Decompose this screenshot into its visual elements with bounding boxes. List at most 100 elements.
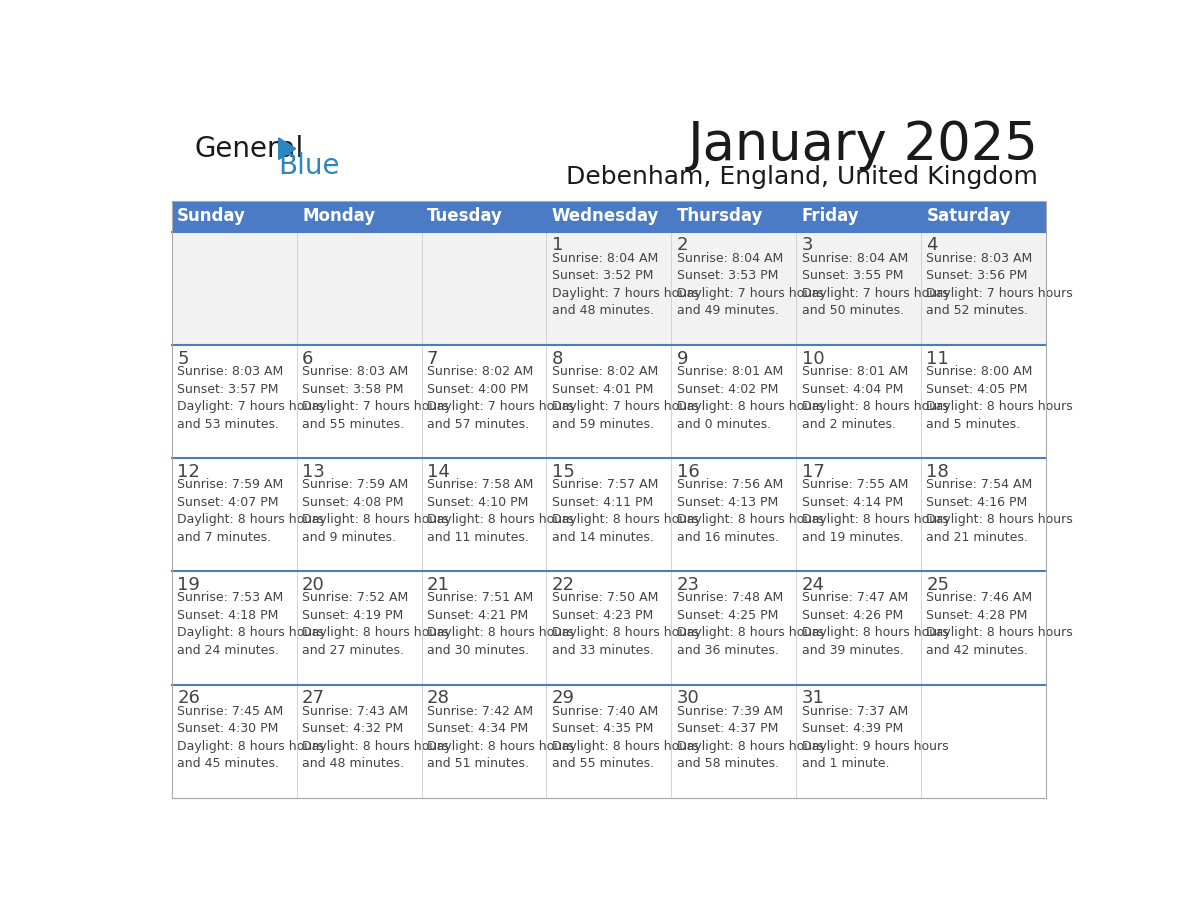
Text: 25: 25 [927,576,949,594]
Text: and 55 minutes.: and 55 minutes. [552,757,653,770]
Text: Daylight: 8 hours hours: Daylight: 8 hours hours [302,513,449,526]
Text: 6: 6 [302,350,314,367]
Text: Sunset: 4:23 PM: Sunset: 4:23 PM [552,609,653,622]
Text: Sunrise: 7:46 AM: Sunrise: 7:46 AM [927,591,1032,604]
Text: and 59 minutes.: and 59 minutes. [552,418,653,431]
Text: Daylight: 8 hours hours: Daylight: 8 hours hours [802,400,948,413]
Text: Sunrise: 8:01 AM: Sunrise: 8:01 AM [677,365,783,378]
Text: Sunset: 4:19 PM: Sunset: 4:19 PM [302,609,403,622]
Text: and 14 minutes.: and 14 minutes. [552,531,653,543]
Text: Monday: Monday [302,207,375,226]
Text: 16: 16 [677,463,700,481]
Text: and 21 minutes.: and 21 minutes. [927,531,1029,543]
Text: Daylight: 8 hours hours: Daylight: 8 hours hours [802,513,948,526]
Text: Sunrise: 8:02 AM: Sunrise: 8:02 AM [426,365,533,378]
Text: Sunrise: 8:01 AM: Sunrise: 8:01 AM [802,365,908,378]
Text: 10: 10 [802,350,824,367]
Text: Daylight: 7 hours hours: Daylight: 7 hours hours [302,400,449,413]
Text: Daylight: 9 hours hours: Daylight: 9 hours hours [802,740,948,753]
Text: Sunrise: 7:51 AM: Sunrise: 7:51 AM [426,591,533,604]
Text: 31: 31 [802,689,824,707]
Text: Sunrise: 7:48 AM: Sunrise: 7:48 AM [677,591,783,604]
Text: 28: 28 [426,689,450,707]
Text: Sunset: 4:39 PM: Sunset: 4:39 PM [802,722,903,735]
Text: Friday: Friday [802,207,859,226]
Text: Sunset: 4:04 PM: Sunset: 4:04 PM [802,383,903,396]
Text: 21: 21 [426,576,450,594]
Text: Sunset: 4:26 PM: Sunset: 4:26 PM [802,609,903,622]
Text: Sunrise: 7:42 AM: Sunrise: 7:42 AM [426,705,533,718]
Text: Daylight: 8 hours hours: Daylight: 8 hours hours [552,626,699,640]
Text: Sunrise: 7:54 AM: Sunrise: 7:54 AM [927,478,1032,491]
Text: Daylight: 8 hours hours: Daylight: 8 hours hours [302,740,449,753]
Text: 19: 19 [177,576,200,594]
Text: Daylight: 8 hours hours: Daylight: 8 hours hours [177,626,324,640]
Text: Daylight: 7 hours hours: Daylight: 7 hours hours [177,400,324,413]
Text: Daylight: 8 hours hours: Daylight: 8 hours hours [927,626,1073,640]
Text: Sunrise: 7:45 AM: Sunrise: 7:45 AM [177,705,284,718]
Text: and 24 minutes.: and 24 minutes. [177,644,279,657]
Text: Sunset: 4:11 PM: Sunset: 4:11 PM [552,496,653,509]
Text: 9: 9 [677,350,688,367]
Text: 17: 17 [802,463,824,481]
Text: Thursday: Thursday [677,207,763,226]
Text: Tuesday: Tuesday [426,207,503,226]
Text: Daylight: 8 hours hours: Daylight: 8 hours hours [927,513,1073,526]
Text: Sunrise: 8:03 AM: Sunrise: 8:03 AM [927,252,1032,264]
Bar [172,201,1045,232]
Text: 14: 14 [426,463,450,481]
Bar [172,571,1045,685]
Text: 26: 26 [177,689,200,707]
Text: Sunrise: 8:03 AM: Sunrise: 8:03 AM [177,365,284,378]
Text: Sunset: 4:13 PM: Sunset: 4:13 PM [677,496,778,509]
Text: 2: 2 [677,237,688,254]
Text: Daylight: 8 hours hours: Daylight: 8 hours hours [177,513,324,526]
Text: Sunrise: 7:57 AM: Sunrise: 7:57 AM [552,478,658,491]
Text: and 9 minutes.: and 9 minutes. [302,531,396,543]
Text: and 7 minutes.: and 7 minutes. [177,531,271,543]
Text: Sunrise: 8:04 AM: Sunrise: 8:04 AM [677,252,783,264]
Bar [172,345,1045,458]
Text: Daylight: 8 hours hours: Daylight: 8 hours hours [426,740,574,753]
Text: Daylight: 8 hours hours: Daylight: 8 hours hours [677,740,823,753]
Text: 15: 15 [552,463,575,481]
Text: Sunset: 4:00 PM: Sunset: 4:00 PM [426,383,529,396]
Text: General: General [195,135,304,162]
Text: and 55 minutes.: and 55 minutes. [302,418,404,431]
Text: Sunrise: 7:58 AM: Sunrise: 7:58 AM [426,478,533,491]
Text: Sunset: 4:16 PM: Sunset: 4:16 PM [927,496,1028,509]
Text: Sunset: 4:10 PM: Sunset: 4:10 PM [426,496,529,509]
Text: and 51 minutes.: and 51 minutes. [426,757,529,770]
Text: Sunset: 3:58 PM: Sunset: 3:58 PM [302,383,404,396]
Text: Daylight: 8 hours hours: Daylight: 8 hours hours [552,740,699,753]
Text: and 42 minutes.: and 42 minutes. [927,644,1029,657]
Text: Sunset: 4:37 PM: Sunset: 4:37 PM [677,722,778,735]
Text: 11: 11 [927,350,949,367]
Text: Sunset: 3:55 PM: Sunset: 3:55 PM [802,269,903,283]
Text: and 27 minutes.: and 27 minutes. [302,644,404,657]
Text: Sunday: Sunday [177,207,246,226]
Text: 3: 3 [802,237,813,254]
Text: and 48 minutes.: and 48 minutes. [302,757,404,770]
Text: Sunrise: 7:55 AM: Sunrise: 7:55 AM [802,478,908,491]
Text: Daylight: 8 hours hours: Daylight: 8 hours hours [927,400,1073,413]
Text: Sunset: 4:28 PM: Sunset: 4:28 PM [927,609,1028,622]
Text: Sunset: 4:21 PM: Sunset: 4:21 PM [426,609,529,622]
Text: Sunrise: 8:02 AM: Sunrise: 8:02 AM [552,365,658,378]
Text: 13: 13 [302,463,326,481]
Text: Sunrise: 7:40 AM: Sunrise: 7:40 AM [552,705,658,718]
Text: and 48 minutes.: and 48 minutes. [552,305,653,318]
Text: Daylight: 8 hours hours: Daylight: 8 hours hours [677,626,823,640]
Text: 4: 4 [927,237,939,254]
Text: Daylight: 8 hours hours: Daylight: 8 hours hours [426,626,574,640]
Text: and 39 minutes.: and 39 minutes. [802,644,904,657]
Text: Sunset: 4:18 PM: Sunset: 4:18 PM [177,609,278,622]
Text: and 5 minutes.: and 5 minutes. [927,418,1020,431]
Text: Sunrise: 7:52 AM: Sunrise: 7:52 AM [302,591,409,604]
Text: Sunrise: 7:53 AM: Sunrise: 7:53 AM [177,591,284,604]
Text: and 11 minutes.: and 11 minutes. [426,531,529,543]
Text: and 0 minutes.: and 0 minutes. [677,418,771,431]
Text: Wednesday: Wednesday [552,207,659,226]
Bar [172,685,1045,798]
Text: 29: 29 [552,689,575,707]
